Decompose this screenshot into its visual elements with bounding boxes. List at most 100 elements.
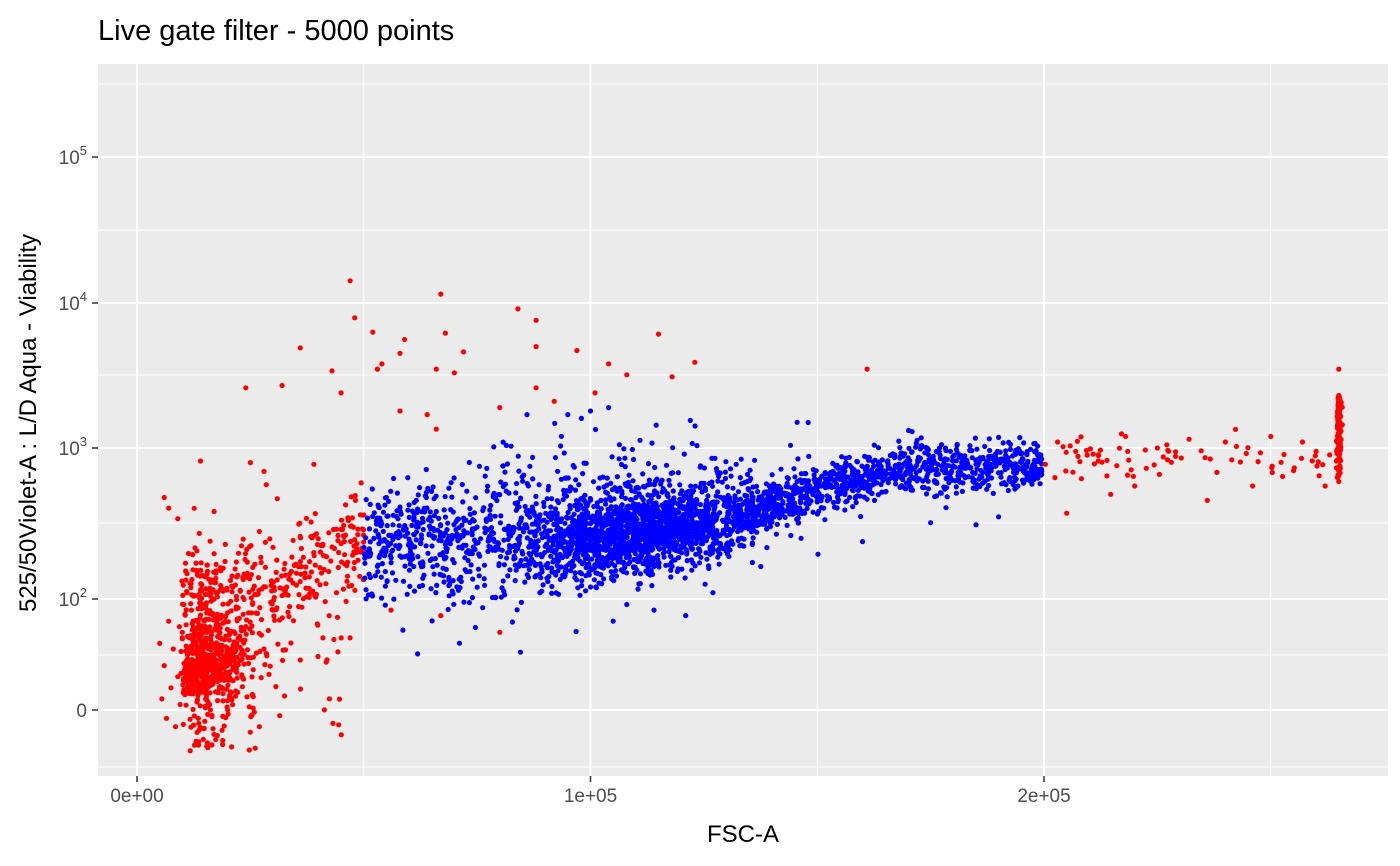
data-point — [267, 536, 273, 542]
data-point — [682, 575, 688, 581]
data-point — [467, 511, 473, 517]
data-point — [458, 578, 464, 585]
data-point — [572, 487, 579, 493]
data-point — [209, 712, 215, 719]
data-point — [270, 607, 276, 613]
data-point — [843, 460, 849, 466]
data-point — [340, 586, 346, 592]
data-point — [1063, 468, 1069, 474]
data-point — [724, 527, 730, 533]
data-point — [659, 477, 665, 483]
data-point — [998, 470, 1004, 476]
data-point — [865, 482, 871, 488]
data-point — [240, 594, 246, 601]
data-point — [204, 629, 210, 636]
data-point — [561, 450, 567, 456]
data-point — [339, 559, 345, 565]
data-point — [188, 643, 194, 649]
data-point — [811, 472, 817, 478]
data-point — [375, 569, 381, 575]
data-point — [501, 562, 507, 568]
y-tick-label: 105 — [59, 143, 87, 169]
data-point — [306, 594, 312, 601]
data-point — [429, 543, 435, 549]
data-point — [905, 466, 911, 473]
data-point — [630, 478, 636, 484]
data-point — [210, 681, 216, 687]
data-point — [510, 524, 516, 530]
data-point — [430, 564, 436, 570]
data-point — [933, 479, 939, 485]
data-point — [188, 585, 194, 591]
data-point — [842, 507, 848, 513]
data-point — [663, 500, 669, 506]
data-point — [506, 490, 512, 496]
data-point — [357, 573, 363, 579]
data-point — [709, 455, 715, 461]
data-point — [163, 715, 170, 721]
data-point — [698, 480, 704, 486]
data-point — [784, 491, 790, 497]
data-point — [854, 458, 860, 464]
data-point — [648, 504, 654, 511]
data-point — [698, 554, 704, 560]
data-point — [220, 685, 226, 692]
data-point — [485, 483, 491, 489]
data-point — [482, 530, 488, 536]
data-point — [878, 481, 884, 488]
data-point — [764, 545, 770, 551]
data-point — [925, 478, 931, 484]
data-point — [579, 583, 585, 589]
data-point — [508, 443, 514, 449]
data-point — [378, 538, 384, 544]
data-point — [225, 648, 231, 654]
data-point — [748, 529, 755, 535]
data-point — [756, 494, 762, 500]
data-point — [555, 524, 561, 530]
data-point — [183, 607, 189, 613]
data-point — [240, 676, 247, 682]
data-point — [546, 537, 552, 543]
data-point — [573, 628, 579, 635]
data-point — [580, 471, 586, 477]
data-point — [709, 550, 715, 556]
data-point — [192, 593, 198, 599]
data-point — [864, 463, 870, 469]
data-point — [692, 359, 698, 365]
data-point — [425, 550, 431, 556]
data-point — [227, 689, 233, 695]
data-point — [679, 505, 686, 511]
data-point — [482, 473, 488, 479]
data-point — [624, 523, 630, 529]
data-point — [612, 522, 618, 529]
data-point — [951, 452, 957, 459]
data-point — [661, 549, 667, 555]
data-point — [577, 541, 583, 547]
data-point — [527, 561, 533, 567]
data-point — [379, 595, 385, 601]
data-point — [599, 528, 605, 534]
data-point — [246, 747, 252, 753]
data-point — [629, 488, 635, 494]
data-point — [1156, 471, 1162, 477]
data-point — [492, 547, 498, 553]
data-point — [468, 549, 474, 555]
data-point — [317, 549, 323, 555]
data-point — [970, 485, 976, 491]
data-point — [864, 366, 870, 372]
data-point — [612, 485, 618, 491]
data-point — [570, 558, 576, 564]
data-point — [550, 542, 556, 548]
data-point — [727, 547, 733, 553]
data-point — [373, 528, 379, 534]
data-point — [1336, 419, 1342, 426]
data-point — [483, 516, 489, 523]
data-point — [1233, 443, 1239, 449]
data-point — [1336, 392, 1342, 399]
data-point — [541, 517, 547, 523]
data-point — [463, 549, 470, 555]
data-point — [602, 544, 609, 550]
data-point — [529, 509, 535, 515]
data-point — [567, 503, 573, 509]
data-point — [239, 672, 245, 678]
